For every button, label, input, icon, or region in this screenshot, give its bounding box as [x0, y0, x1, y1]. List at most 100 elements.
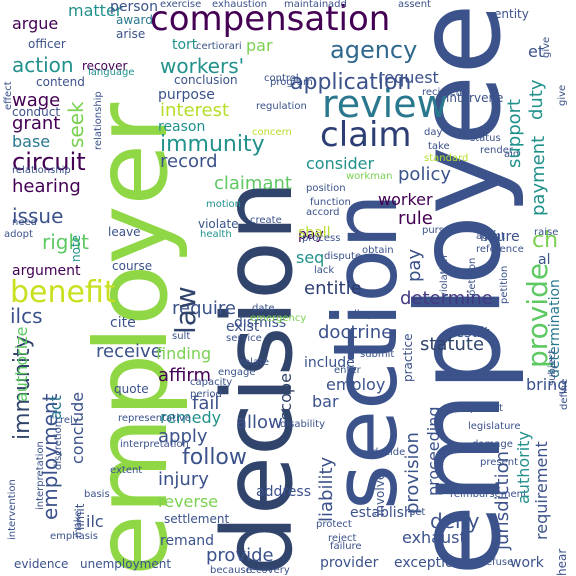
word-dispute: dispute — [324, 251, 362, 262]
word-support: support — [504, 98, 525, 168]
word-function: obtain — [362, 245, 394, 256]
word-employ: employ — [326, 375, 386, 394]
word-failure: reject — [328, 533, 357, 544]
word-officer: conduct — [12, 105, 61, 119]
word-representative: representative — [118, 413, 191, 424]
word-create: create — [250, 215, 282, 226]
word-recovery: protect — [316, 519, 352, 530]
word-protect: failure — [330, 541, 362, 552]
word-intervention: basis — [84, 489, 110, 500]
word-include: include — [304, 355, 355, 371]
word-apply: apply — [158, 426, 208, 447]
word-review: review — [322, 82, 448, 126]
word-disability: disability — [280, 419, 325, 430]
word-exhaust: exhaust — [402, 528, 466, 547]
word-agent: reference — [476, 244, 524, 255]
word-et: et — [528, 42, 545, 61]
word-bring: bring — [526, 375, 568, 394]
word-seek: seek — [64, 101, 88, 148]
word-need: relationship — [93, 91, 104, 150]
word-establish: establish — [350, 505, 413, 521]
word-adopt: relationship — [12, 165, 71, 176]
word-maintain: maintain — [284, 0, 329, 10]
word-remedy: remedy — [160, 408, 222, 427]
word-worker: worker — [378, 190, 433, 209]
word-rely: rely — [60, 415, 79, 426]
word-take: standard — [424, 153, 469, 164]
word-settlement: settlement — [164, 512, 230, 526]
word-reason: purpose — [158, 87, 215, 103]
word-cite: cite — [110, 315, 136, 331]
word-interpretation: interpretation — [35, 441, 46, 510]
word-matter: matter — [68, 1, 123, 20]
word-basis: extent — [110, 465, 143, 476]
word-affirm: affirm — [158, 365, 212, 386]
word-regulation: regulation — [256, 101, 307, 112]
word-right: action — [12, 53, 74, 77]
word-benefit: benefit — [10, 275, 116, 310]
word-base: base — [12, 132, 51, 151]
word-position: accord — [306, 207, 340, 218]
word-address: address — [256, 484, 312, 500]
word-deny: deny — [430, 509, 480, 533]
word-service: service — [226, 333, 262, 344]
word-tort: par — [246, 36, 273, 55]
word-certiorari: program — [270, 77, 313, 88]
word-make: emphasis — [50, 531, 98, 542]
word-standard: workman — [346, 171, 393, 182]
word-pay: pay — [404, 248, 425, 282]
word-allege: allege — [348, 309, 379, 320]
word-ch: ch — [532, 228, 559, 253]
word-conduct: contend — [36, 75, 85, 89]
word-involve: involve — [373, 472, 387, 516]
word-discharge: need — [12, 217, 37, 228]
word-jurisdiction: jurisdiction — [492, 451, 513, 550]
word-submit: submit — [360, 349, 395, 360]
word-language: officer — [28, 37, 66, 51]
word-applicant: hear — [555, 548, 569, 576]
word-injure: injure — [480, 229, 520, 245]
word-result: result — [450, 325, 490, 341]
word-render: status — [470, 133, 501, 144]
word-reimbursement: reimbursement — [450, 489, 527, 500]
word-exist: exist — [226, 319, 260, 335]
word-exception: exception — [394, 555, 463, 571]
word-provision: provision — [402, 432, 423, 514]
word-violation: concern — [252, 127, 292, 138]
word-program: recipient — [422, 87, 466, 98]
word-permit: permit — [470, 403, 503, 414]
word-work: work — [510, 555, 544, 571]
word-receive: receive — [96, 341, 162, 362]
word-day: take — [428, 141, 450, 152]
word-argument: argument — [12, 263, 81, 279]
word-arise: person — [110, 0, 158, 15]
word-relationship: effect — [3, 81, 14, 110]
word-remand: remand — [160, 533, 215, 549]
word-statute: statute — [420, 334, 485, 355]
word-present: present — [480, 457, 519, 468]
word-entitle: entitle — [304, 278, 362, 299]
word-evidence: evidence — [14, 557, 69, 571]
word-add: add — [328, 0, 347, 10]
word-legislature: legislature — [468, 421, 521, 432]
word-claimant: claimant — [214, 173, 292, 194]
word-claim: claim — [320, 115, 412, 155]
word-payment: payment — [528, 135, 549, 216]
word-allow: allow — [236, 412, 283, 433]
word-accord: function — [310, 197, 351, 208]
word-circuit: law — [169, 286, 202, 334]
word-reject: make — [73, 510, 84, 538]
word-motion: motion — [206, 199, 242, 210]
word-file: issue — [12, 204, 64, 228]
word-consider: consider — [306, 154, 375, 173]
word-petition: violation — [439, 255, 450, 298]
word-violate: violate — [198, 217, 239, 231]
word-liability: liability — [316, 456, 337, 522]
word-because: engage — [218, 367, 256, 378]
word-lack: lack — [314, 265, 335, 276]
word-proceeding: proceeding — [424, 406, 443, 496]
word-shall: seq — [296, 248, 325, 267]
word-intervene: intervene — [446, 91, 504, 105]
word-grant: grant — [12, 113, 61, 134]
